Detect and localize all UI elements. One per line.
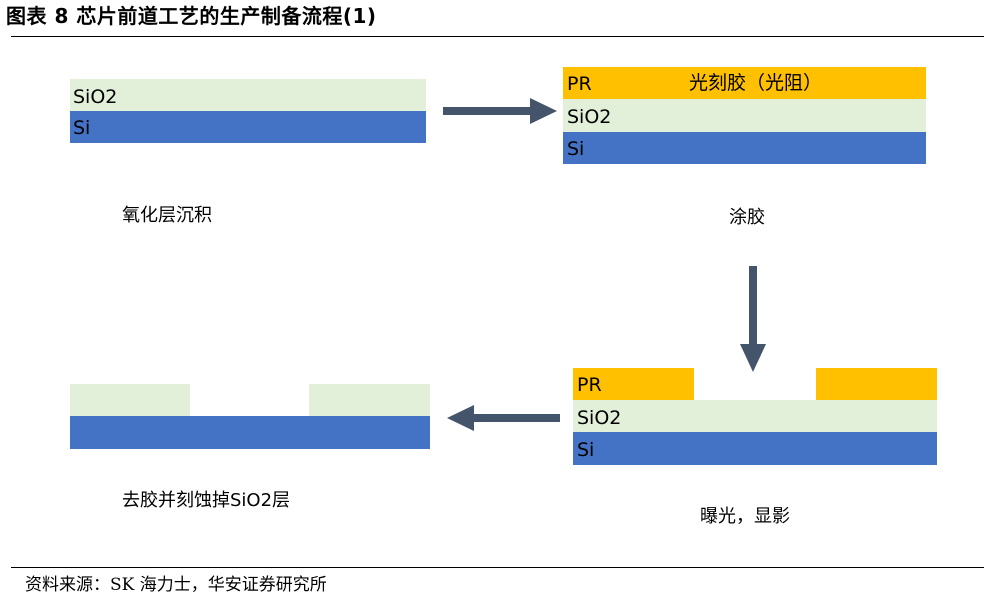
photoresist-layer: PR 光刻胶（光阻） bbox=[563, 67, 926, 99]
sio2-layer: SiO2 bbox=[573, 400, 937, 432]
si-label: Si bbox=[577, 439, 595, 461]
photoresist-name-label: 光刻胶（光阻） bbox=[689, 72, 823, 94]
sio2-label: SiO2 bbox=[577, 407, 622, 429]
arrow-left-icon bbox=[447, 405, 560, 431]
photoresist-right-block bbox=[816, 368, 937, 400]
top-rule bbox=[11, 36, 984, 37]
source-note: 资料来源：SK 海力士，华安证券研究所 bbox=[25, 575, 327, 595]
si-label: Si bbox=[73, 117, 91, 139]
step-caption: 氧化层沉积 bbox=[122, 205, 212, 226]
sio2-layer: SiO2 bbox=[70, 79, 426, 111]
step-caption: 曝光，显影 bbox=[700, 506, 790, 527]
sio2-left-block bbox=[70, 384, 190, 416]
sio2-layer: SiO2 bbox=[563, 99, 926, 132]
sio2-label: SiO2 bbox=[567, 106, 612, 128]
si-label: Si bbox=[567, 138, 585, 160]
si-layer bbox=[70, 416, 430, 449]
si-layer: Si bbox=[70, 111, 426, 143]
arrow-down-icon bbox=[740, 266, 766, 372]
si-layer: Si bbox=[563, 132, 926, 164]
pr-label: PR bbox=[577, 374, 602, 396]
sio2-right-block bbox=[309, 384, 430, 416]
photoresist-left-block: PR bbox=[573, 368, 694, 400]
sio2-label: SiO2 bbox=[73, 86, 118, 108]
bottom-rule bbox=[11, 567, 984, 568]
arrow-right-icon bbox=[443, 98, 557, 124]
si-layer: Si bbox=[573, 432, 937, 465]
figure-title: 图表 8 芯片前道工艺的生产制备流程(1) bbox=[6, 4, 377, 28]
step-caption: 去胶并刻蚀掉SiO2层 bbox=[122, 490, 291, 511]
pr-label: PR bbox=[567, 73, 592, 95]
step-caption: 涂胶 bbox=[729, 207, 765, 228]
